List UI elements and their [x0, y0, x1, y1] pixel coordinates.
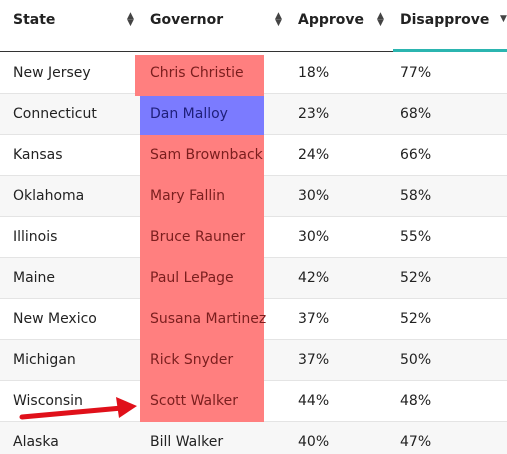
column-header[interactable]: Governor [150, 12, 224, 28]
disapprove-cell: 50% [400, 352, 432, 368]
approve-cell: 37% [298, 311, 330, 327]
approve-cell: 40% [298, 434, 330, 450]
governor-cell: Rick Snyder [150, 352, 234, 368]
sort-icon[interactable]: ▲ ▼ [127, 11, 134, 28]
governor-cell: Susana Martinez [150, 311, 267, 327]
approve-cell: 24% [298, 147, 330, 163]
column-header[interactable]: Disapprove [400, 12, 490, 28]
disapprove-cell: 48% [400, 393, 432, 409]
active-sort-underline [393, 49, 507, 52]
state-cell: Michigan [13, 352, 76, 368]
state-cell: Connecticut [13, 106, 97, 122]
approve-cell: 42% [298, 270, 330, 286]
state-cell: Alaska [13, 434, 59, 450]
governor-cell: Sam Brownback [150, 147, 263, 163]
disapprove-cell: 47% [400, 434, 432, 450]
state-cell: New Mexico [13, 311, 97, 327]
approve-cell: 30% [298, 229, 330, 245]
highlight [135, 55, 264, 96]
disapprove-cell: 77% [400, 65, 432, 81]
approve-cell: 30% [298, 188, 330, 204]
disapprove-cell: 66% [400, 147, 432, 163]
sort-icon[interactable]: ▲ ▼ [275, 11, 282, 28]
approve-cell: 44% [298, 393, 330, 409]
governor-cell: Mary Fallin [150, 188, 226, 204]
sort-icon[interactable]: ▲ ▼ [377, 11, 384, 28]
sort-icon[interactable]: ▼ [500, 14, 507, 24]
governor-cell: Scott Walker [150, 393, 238, 409]
governor-cell: Bill Walker [150, 434, 224, 450]
state-cell: Maine [13, 270, 56, 286]
disapprove-cell: 58% [400, 188, 432, 204]
approve-cell: 37% [298, 352, 330, 368]
disapprove-cell: 52% [400, 311, 432, 327]
state-cell: Oklahoma [13, 188, 85, 204]
approve-cell: 23% [298, 106, 330, 122]
approve-cell: 18% [298, 65, 330, 81]
state-cell: Wisconsin [13, 393, 83, 409]
state-cell: New Jersey [13, 65, 91, 81]
disapprove-cell: 68% [400, 106, 432, 122]
table-row [0, 422, 507, 454]
governor-cell: Dan Malloy [150, 106, 228, 122]
state-cell: Kansas [13, 147, 63, 163]
table-header: ▲ ▼ ▲ ▼ ▲ ▼ ▼ State Governor Approve Disapprov… [0, 0, 507, 52]
highlight [140, 135, 264, 422]
column-header[interactable]: Approve [298, 12, 365, 28]
disapprove-cell: 52% [400, 270, 432, 286]
highlight [140, 96, 264, 135]
disapprove-cell: 55% [400, 229, 432, 245]
state-cell: Illinois [13, 229, 58, 245]
column-header[interactable]: State [13, 12, 56, 28]
governor-cell: Bruce Rauner [150, 229, 246, 245]
governor-cell: Paul LePage [150, 270, 234, 286]
governor-cell: Chris Christie [150, 65, 244, 81]
